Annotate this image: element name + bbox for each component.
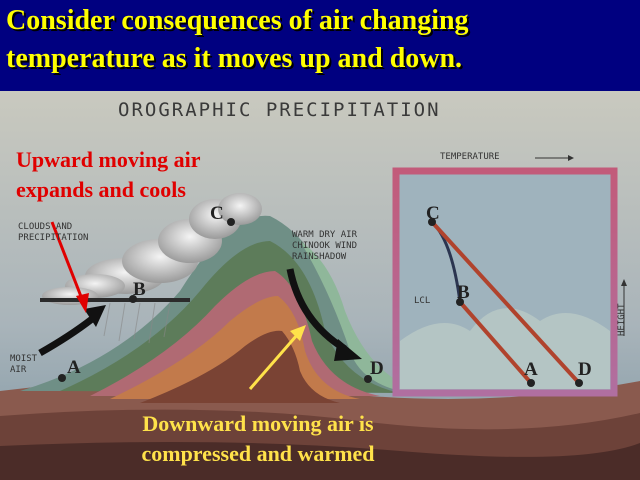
temperature-height-graph [392, 155, 627, 397]
upward-caption: Upward moving air expands and cools [16, 145, 201, 205]
mountain-light-slope [300, 241, 420, 391]
mountain-brown [140, 330, 340, 403]
clouds-label: CLOUDS AND PRECIPITATION [18, 222, 88, 244]
clouds-label-line-2: PRECIPITATION [18, 233, 89, 243]
red-pointer-arrow [50, 221, 84, 300]
upslope-flow-arrow [38, 316, 95, 357]
graph-point-d [575, 379, 583, 387]
warm-label-line-3: RAINSHADOW [292, 252, 347, 262]
warm-dry-air-label: WARM DRY AIR CHINOOK WIND RAINSHADOW [292, 230, 357, 263]
moist-label-line-1: MOIST [10, 354, 38, 364]
height-arrowhead [621, 279, 627, 286]
diagram-title: OROGRAPHIC PRECIPITATION [118, 99, 441, 121]
clouds-label-line-1: CLOUDS AND [18, 222, 73, 232]
yellow-pointer-arrowhead [290, 325, 306, 341]
downslope-flow-arrow [286, 268, 347, 352]
adiabat-dry-ascent [458, 300, 533, 385]
graph-inner-hills [400, 308, 610, 389]
downslope-arrowhead [334, 339, 362, 361]
lcl-label: LCL [414, 296, 431, 306]
graph-point-b [456, 298, 464, 306]
graph-point-c-label: C [426, 203, 440, 224]
point-d-label: D [370, 358, 384, 379]
slide-title-line-1: Consider consequences of air changing [6, 5, 469, 36]
graph-point-d-label: D [578, 359, 592, 380]
ground-layer-3 [0, 442, 640, 480]
temperature-axis-label: TEMPERATURE [440, 152, 500, 162]
red-pointer-arrowhead [76, 293, 89, 313]
upward-caption-line-2: expands and cools [16, 177, 186, 202]
moist-label-line-2: AIR [10, 365, 27, 375]
temperature-arrowhead [568, 155, 574, 161]
downward-caption: Downward moving air is compressed and wa… [98, 409, 418, 469]
height-axis-label: HEIGHT [617, 303, 627, 336]
warm-label-line-2: CHINOOK WIND [292, 241, 358, 251]
warm-label-line-1: WARM DRY AIR [292, 230, 358, 240]
graph-point-a [527, 379, 535, 387]
orographic-diagram-photo: OROGRAPHIC PRECIPITATION Upward moving a… [0, 91, 640, 480]
point-a-label: A [67, 357, 81, 378]
downward-caption-line-2: compressed and warmed [141, 441, 375, 466]
downward-caption-line-1: Downward moving air is [142, 411, 374, 436]
rain-streaks [103, 302, 171, 344]
point-b-dot [129, 295, 137, 303]
adiabat-descent [430, 220, 581, 385]
upward-caption-line-1: Upward moving air [16, 147, 201, 172]
graph-point-a-label: A [524, 359, 538, 380]
point-c-label: C [210, 203, 224, 224]
upslope-arrowhead [84, 305, 106, 327]
slide-title: Consider consequences of air changing te… [6, 2, 634, 78]
orographic-illustration [0, 91, 640, 480]
moist-air-label: MOIST AIR [10, 354, 37, 376]
yellow-pointer-arrow [248, 334, 299, 390]
point-d-dot [364, 375, 372, 383]
slide-title-line-2: temperature as it moves up and down. [6, 43, 463, 74]
graph-point-c [428, 218, 436, 226]
cloud-base-line [40, 298, 190, 302]
point-c-dot [227, 218, 235, 226]
graph-point-b-label: B [457, 282, 470, 303]
point-a-dot [58, 374, 66, 382]
point-b-label: B [133, 279, 146, 300]
